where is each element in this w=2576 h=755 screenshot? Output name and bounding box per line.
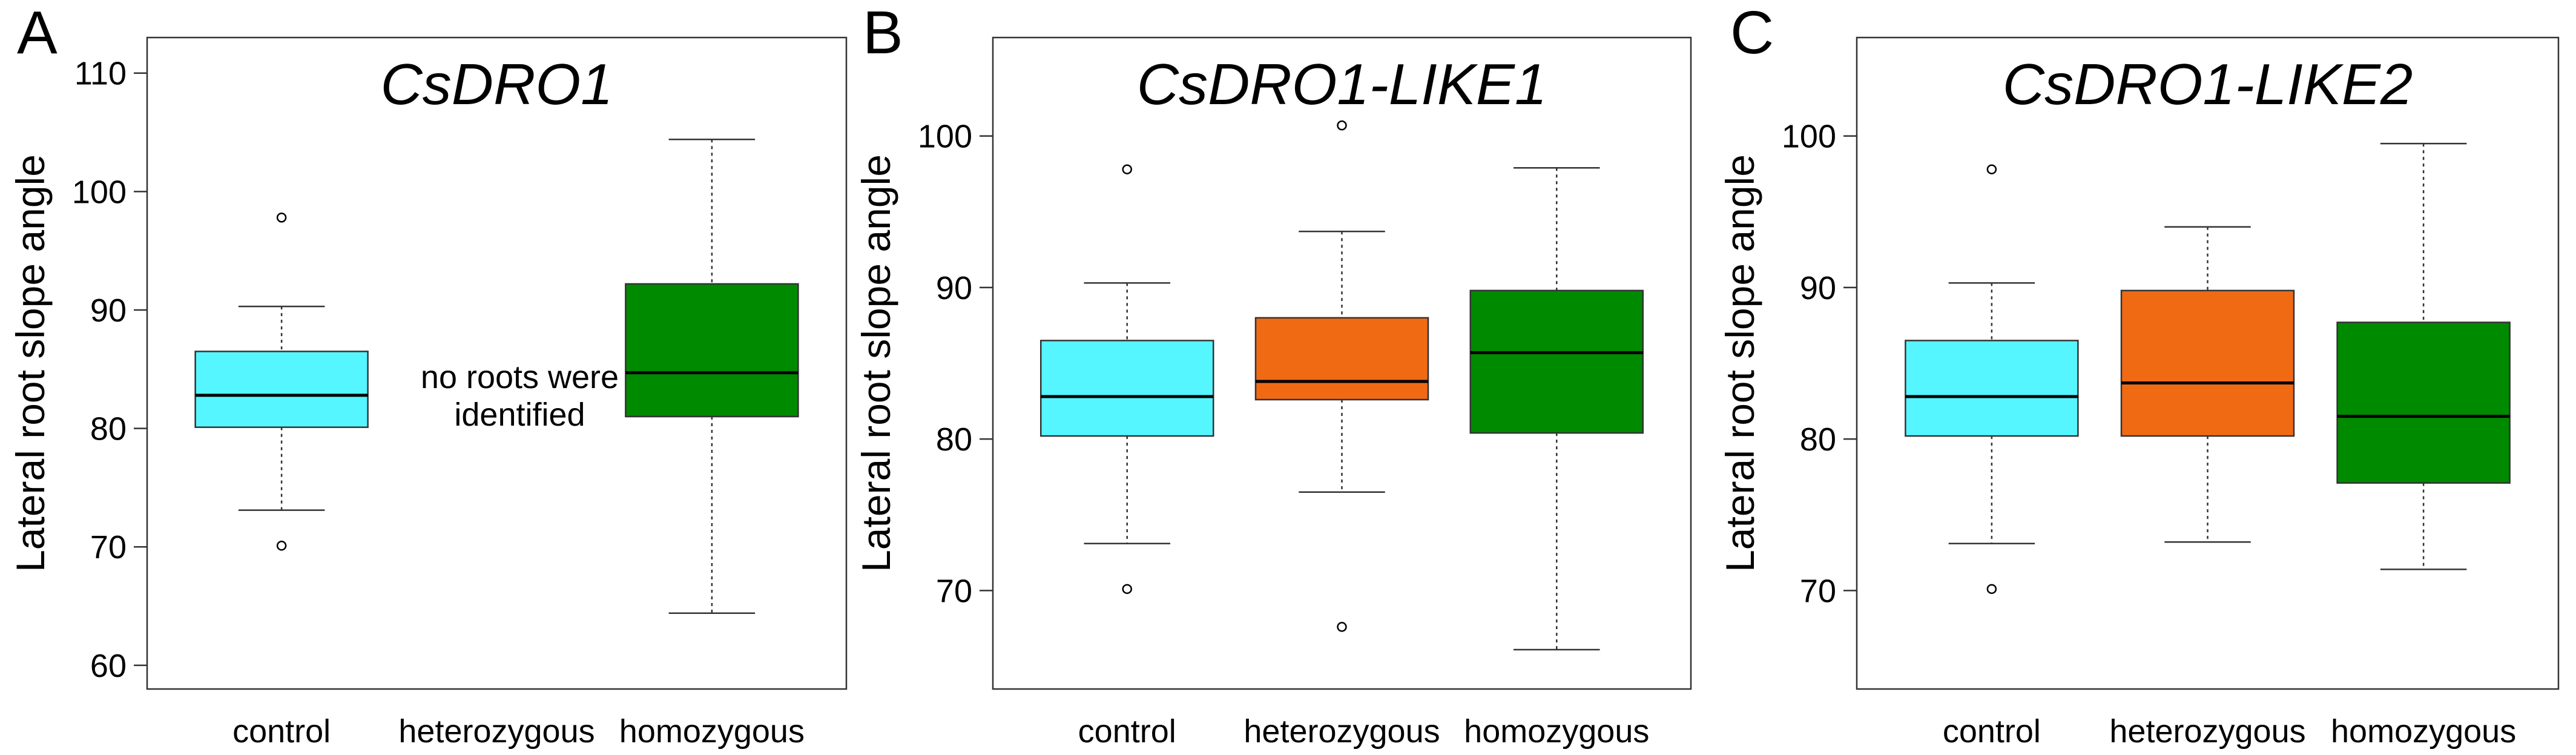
y-tick-label: 90 [90, 292, 127, 329]
x-category-label-heterozygous: heterozygous [2109, 713, 2305, 750]
y-tick-label: 60 [90, 648, 127, 684]
plot-frame [1856, 36, 2560, 690]
box-heterozygous [1254, 120, 1429, 632]
annotation-text: identified [454, 397, 585, 433]
chart-title: CsDRO1-LIKE2 [2003, 52, 2413, 117]
outlier-point [1337, 622, 1347, 632]
x-category-label-heterozygous: heterozygous [1244, 713, 1440, 750]
y-tick-label: 100 [1782, 119, 1836, 155]
y-tick-label: 100 [918, 119, 972, 155]
box-control [1905, 164, 2079, 595]
box-body [1039, 340, 1214, 437]
y-tick-label: 110 [74, 56, 127, 92]
box-control [194, 213, 369, 551]
y-tick-label: 80 [90, 411, 127, 447]
outlier-point [276, 213, 287, 223]
y-tick-label: 70 [936, 573, 972, 609]
annotation-text: no roots were [421, 359, 619, 395]
x-category-label-control: control [1078, 713, 1176, 750]
chart-panel-c: C CsDRO1-LIKE2 Lateral root slope angle 70 8… [1718, 0, 2560, 750]
x-category-label-homozygous: homozygous [1464, 713, 1649, 750]
outlier-point [1122, 164, 1132, 174]
x-category-label-control: control [1943, 713, 2041, 750]
chart-title: CsDRO1 [380, 52, 613, 117]
box-homozygous [1469, 166, 1644, 651]
y-tick-label: 100 [72, 174, 127, 210]
y-tick-label: 70 [90, 529, 127, 565]
outlier-point [276, 541, 287, 551]
y-tick-label: 90 [936, 270, 972, 306]
box-body [194, 351, 369, 428]
box-body [625, 283, 799, 418]
outlier-point [1986, 584, 1997, 595]
box-body [2336, 321, 2511, 484]
y-tick-label: 80 [1800, 421, 1836, 458]
outlier-point [1122, 584, 1132, 595]
plot-frame [146, 36, 848, 690]
outlier-point [1986, 164, 1997, 174]
y-axis-label: Lateral root slope angle [854, 154, 898, 572]
panel-label: C [1730, 0, 1774, 67]
box-body [1254, 317, 1429, 401]
y-tick-label: 90 [1800, 270, 1836, 306]
panel-label: A [17, 0, 58, 67]
chart-panel-b: B CsDRO1-LIKE1 Lateral root slope angle 70 8… [854, 0, 1692, 750]
y-tick-label: 80 [936, 421, 972, 458]
box-body [2120, 289, 2295, 437]
y-axis-label: Lateral root slope angle [8, 154, 53, 572]
x-category-label-homozygous: homozygous [619, 713, 805, 750]
box-homozygous [625, 138, 799, 615]
box-control [1039, 164, 1214, 595]
x-category-label-control: control [232, 713, 331, 750]
outlier-point [1337, 120, 1347, 131]
x-category-label-homozygous: homozygous [2331, 713, 2516, 750]
chart-title: CsDRO1-LIKE1 [1137, 52, 1547, 117]
box-homozygous [2336, 142, 2511, 570]
box-body [1469, 289, 1644, 434]
x-category-label-heterozygous: heterozygous [398, 713, 595, 750]
box-heterozygous [2120, 226, 2295, 543]
y-axis-label: Lateral root slope angle [1718, 154, 1762, 572]
y-tick-label: 70 [1800, 573, 1836, 609]
plot-frame [992, 36, 1692, 690]
box-body [1905, 340, 2079, 437]
chart-panel-a: A CsDRO1 Lateral root slope angle 60 70 80 90 1… [8, 0, 848, 750]
panel-label: B [863, 0, 903, 67]
